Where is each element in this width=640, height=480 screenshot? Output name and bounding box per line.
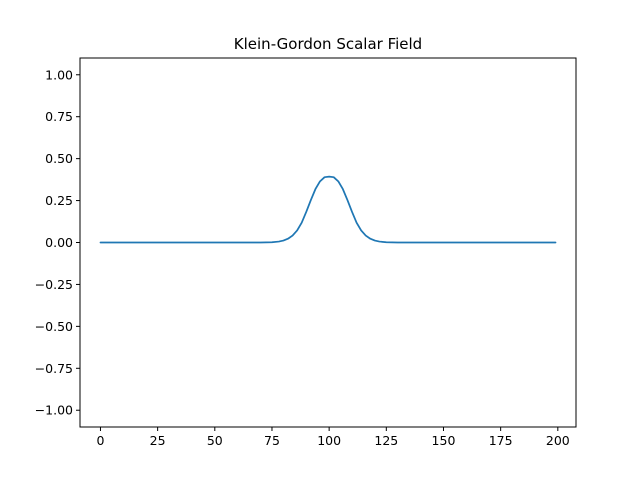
y-tick-label: 0.50 xyxy=(45,151,73,166)
y-tick-label: −0.75 xyxy=(35,361,73,376)
x-tick-label: 50 xyxy=(207,433,223,448)
y-tick-label: 0.25 xyxy=(45,193,73,208)
series-layer xyxy=(99,175,557,244)
x-tick-label: 175 xyxy=(489,433,513,448)
x-axis: 0 25 50 75 100 125 150 175 200 xyxy=(96,427,570,448)
x-tick-label: 25 xyxy=(150,433,166,448)
y-tick-label: −1.00 xyxy=(35,403,73,418)
y-tick-label: 0.75 xyxy=(45,109,73,124)
x-tick-label: 150 xyxy=(432,433,456,448)
y-tick-label: 0.00 xyxy=(45,235,73,250)
y-tick-label: −0.25 xyxy=(35,277,73,292)
x-tick-label: 75 xyxy=(264,433,280,448)
y-tick-label: 1.00 xyxy=(45,67,73,82)
series-line xyxy=(99,175,557,244)
x-tick-label: 100 xyxy=(317,433,341,448)
y-axis: −1.00 −0.75 −0.50 −0.25 0.00 0.25 0.50 0.75 1.00 xyxy=(35,67,80,418)
x-tick-label: 125 xyxy=(374,433,398,448)
x-tick-label: 200 xyxy=(546,433,570,448)
y-tick-label: −0.50 xyxy=(35,319,73,334)
chart-title: Klein-Gordon Scalar Field xyxy=(234,35,422,53)
x-tick-label: 0 xyxy=(96,433,104,448)
